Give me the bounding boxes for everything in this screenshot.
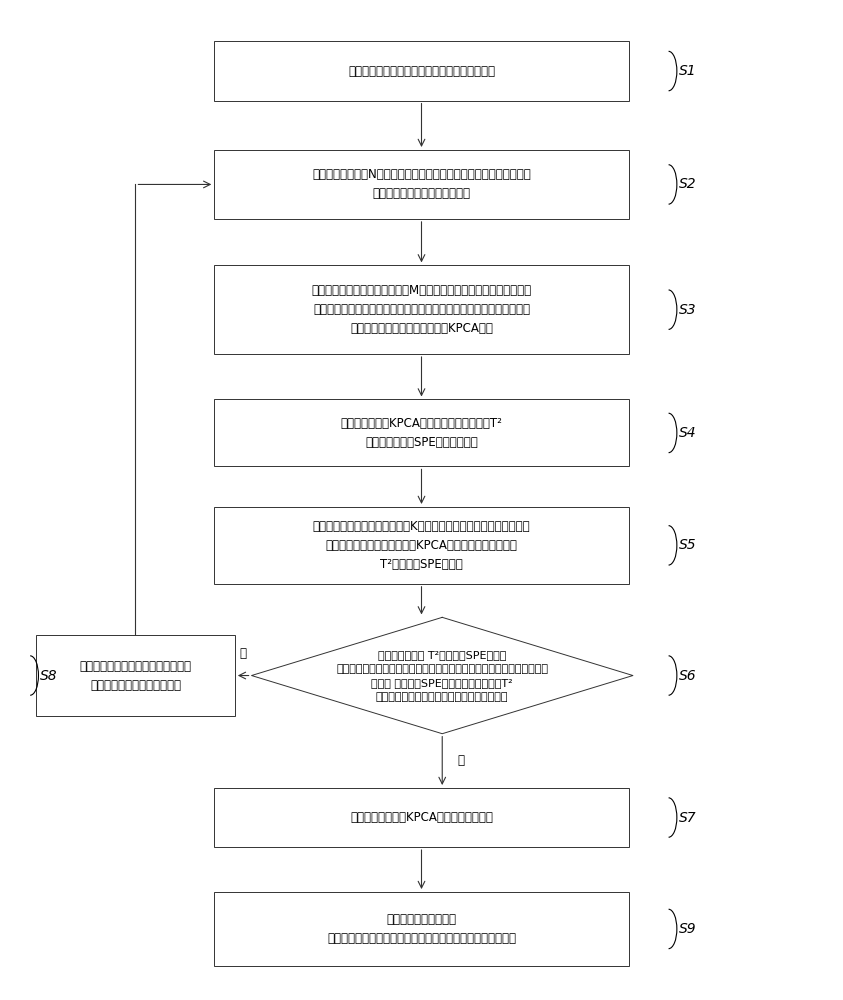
Text: S8: S8 (40, 669, 57, 683)
Text: S5: S5 (679, 538, 696, 552)
FancyBboxPatch shape (214, 150, 629, 219)
FancyBboxPatch shape (214, 892, 629, 966)
Text: 对实时采集的监测的该
设备的运行状态数据采用其对应设备的诊断模型进行在线诊断: 对实时采集的监测的该 设备的运行状态数据采用其对应设备的诊断模型进行在线诊断 (327, 913, 516, 945)
Text: 重新获取采集的该设备的运行状态数
据的历史数据或者更换核函数: 重新获取采集的该设备的运行状态数 据的历史数据或者更换核函数 (79, 660, 191, 692)
Text: 获取采集的某一设备的运行状态数据的历史数据: 获取采集的某一设备的运行状态数据的历史数据 (348, 65, 495, 78)
Text: 根据设备的统计KPCA模型计算训练集数据的T²
统计量控制限和SPE统计量控制限: 根据设备的统计KPCA模型计算训练集数据的T² 统计量控制限和SPE统计量控制限 (341, 417, 502, 449)
FancyBboxPatch shape (214, 507, 629, 584)
FancyBboxPatch shape (36, 635, 235, 716)
Text: 是: 是 (457, 754, 464, 767)
Text: 将运行状态数据的历史数据中的K组历史正常数据和历史故障数据作为
测试集数据，根据设备的统计KPCA模型计算测试集数据的
T²统计量和SPE统计量: 将运行状态数据的历史数据中的K组历史正常数据和历史故障数据作为 测试集数据，根据… (313, 520, 530, 571)
Text: 将当前设备的统计KPCA模型作为诊断模型: 将当前设备的统计KPCA模型作为诊断模型 (350, 811, 493, 824)
Text: S1: S1 (679, 64, 696, 78)
Text: S4: S4 (679, 426, 696, 440)
Text: 将运行状态数据的N组历史数据进行预处理，将设备同一性能指标的运
行状态数据的历史数据进行统一: 将运行状态数据的N组历史数据进行预处理，将设备同一性能指标的运 行状态数据的历史… (312, 168, 531, 200)
Text: S6: S6 (679, 669, 696, 683)
Text: 选取预处理后的运行状态数据中M组历史正常数据作为训练集数据，选
取核函数，对训练集数据进行核映射，得到核矩阵，并对该核矩阵进行
中心化处理，建立该设备的统计KP: 选取预处理后的运行状态数据中M组历史正常数据作为训练集数据，选 取核函数，对训练… (311, 284, 532, 335)
Text: S3: S3 (679, 303, 696, 317)
Text: S2: S2 (679, 177, 696, 191)
FancyBboxPatch shape (214, 788, 629, 847)
Text: S7: S7 (679, 811, 696, 825)
Text: S9: S9 (679, 922, 696, 936)
Text: 否: 否 (239, 647, 247, 660)
FancyBboxPatch shape (214, 265, 629, 354)
Polygon shape (251, 617, 633, 734)
FancyBboxPatch shape (214, 399, 629, 466)
Text: 历史正常数据的 T²统计量和SPE统计量
超出其对应的控制限的数量在设定的模型准确率的范围内，并且历史故障
数据的 统计量和SPE统计量在其对应控制T²
限范围: 历史正常数据的 T²统计量和SPE统计量 超出其对应的控制限的数量在设定的模型准… (336, 650, 548, 702)
FancyBboxPatch shape (214, 41, 629, 101)
